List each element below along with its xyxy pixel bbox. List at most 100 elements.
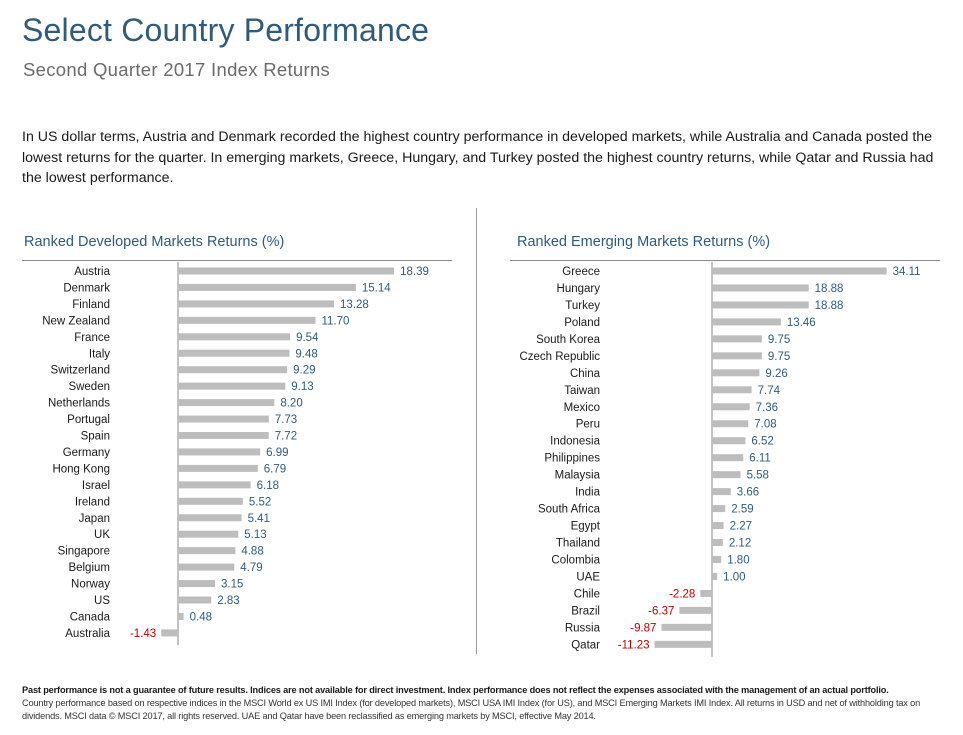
data-label: -1.43 <box>130 628 156 640</box>
bar <box>712 488 731 496</box>
category-label: US <box>94 595 110 607</box>
data-label: 15.14 <box>362 282 391 294</box>
data-label: 18.39 <box>400 266 429 278</box>
category-label: Hong Kong <box>52 463 110 475</box>
data-label: 4.79 <box>240 562 262 574</box>
bar <box>178 596 212 604</box>
bar <box>661 623 712 631</box>
data-label: 9.75 <box>768 351 790 363</box>
footer-disclaimer: Past performance is not a guarantee of f… <box>22 684 932 722</box>
data-label: 1.80 <box>727 554 749 566</box>
bar <box>712 301 809 309</box>
data-label: 7.72 <box>275 431 297 443</box>
bar <box>178 464 258 472</box>
category-label: Peru <box>576 419 600 431</box>
bar <box>178 497 243 505</box>
category-label: Turkey <box>565 300 600 312</box>
category-label: Philippines <box>544 453 600 465</box>
emerging-chart-rule <box>510 260 940 261</box>
data-label: -11.23 <box>618 639 650 651</box>
data-label: 1.00 <box>723 571 745 583</box>
developed-markets-chart: Austria 18.39 Denmark 15.14 Finland 13.28 New … <box>42 262 429 646</box>
bar <box>178 432 269 439</box>
category-label: Chile <box>574 588 600 600</box>
category-label: Japan <box>79 513 110 525</box>
data-label: 6.18 <box>257 480 279 492</box>
bar <box>178 366 288 374</box>
bar <box>712 522 724 530</box>
page-title: Select Country Performance <box>22 12 430 48</box>
data-label: 18.88 <box>815 283 844 295</box>
category-label: Russia <box>565 622 601 634</box>
category-label: Canada <box>70 611 111 623</box>
category-label: Switzerland <box>51 365 110 377</box>
bar <box>712 539 723 547</box>
data-label: 2.83 <box>217 595 239 607</box>
bar <box>178 382 286 390</box>
bar <box>700 589 712 597</box>
bar <box>178 448 261 456</box>
category-label: Netherlands <box>48 398 110 410</box>
category-label: New Zealand <box>42 315 110 327</box>
bar <box>712 471 741 479</box>
data-label: 9.29 <box>293 365 315 377</box>
bar <box>712 335 762 343</box>
category-label: Hungary <box>557 283 601 295</box>
data-label: 2.12 <box>729 538 751 550</box>
emerging-chart-title: Ranked Emerging Markets Returns (%) <box>517 234 771 250</box>
data-label: 9.26 <box>765 368 787 380</box>
bar <box>178 580 216 588</box>
bar <box>712 284 809 292</box>
category-label: South Korea <box>536 334 601 346</box>
data-label: -9.87 <box>630 622 656 634</box>
category-label: Egypt <box>571 521 601 533</box>
data-label: 9.75 <box>768 334 790 346</box>
developed-chart-rule <box>22 260 452 261</box>
bar <box>712 572 718 580</box>
category-label: India <box>575 487 601 499</box>
bar <box>178 481 251 489</box>
category-label: Thailand <box>556 538 600 550</box>
bar <box>712 555 722 563</box>
data-label: 5.58 <box>747 470 769 482</box>
category-label: Indonesia <box>550 436 600 448</box>
data-label: 8.20 <box>280 398 302 410</box>
data-label: 34.11 <box>893 266 921 278</box>
bar <box>712 386 752 394</box>
bar <box>178 349 290 357</box>
category-label: Belgium <box>68 562 110 574</box>
data-label: 3.66 <box>737 487 759 499</box>
category-label: Portugal <box>67 414 110 426</box>
data-label: 5.52 <box>249 496 271 508</box>
category-label: Brazil <box>571 605 600 617</box>
data-label: 5.41 <box>248 513 270 525</box>
bar <box>178 399 275 407</box>
category-label: Greece <box>562 266 600 278</box>
category-label: France <box>74 332 110 344</box>
data-label: 7.74 <box>758 385 781 397</box>
data-label: 18.88 <box>815 300 844 312</box>
bar <box>712 505 726 513</box>
category-label: Norway <box>71 579 110 591</box>
page-subtitle: Second Quarter 2017 Index Returns <box>23 59 331 80</box>
bar <box>178 514 242 522</box>
data-label: 0.48 <box>190 611 212 623</box>
bar <box>178 267 395 275</box>
category-label: Spain <box>81 431 110 443</box>
column-divider <box>476 208 477 654</box>
bar <box>712 403 750 411</box>
category-label: UK <box>94 529 110 541</box>
bar <box>178 612 184 620</box>
data-label: -6.37 <box>648 605 674 617</box>
category-label: Austria <box>74 266 110 278</box>
category-label: Denmark <box>63 282 110 294</box>
data-label: 3.15 <box>221 579 243 591</box>
category-label: UAE <box>576 571 600 583</box>
category-label: China <box>570 368 601 380</box>
category-label: Qatar <box>571 639 600 651</box>
bar <box>679 606 712 614</box>
bar <box>712 318 781 326</box>
data-label: 9.13 <box>291 381 313 393</box>
bar <box>712 352 762 360</box>
bar <box>712 454 744 462</box>
